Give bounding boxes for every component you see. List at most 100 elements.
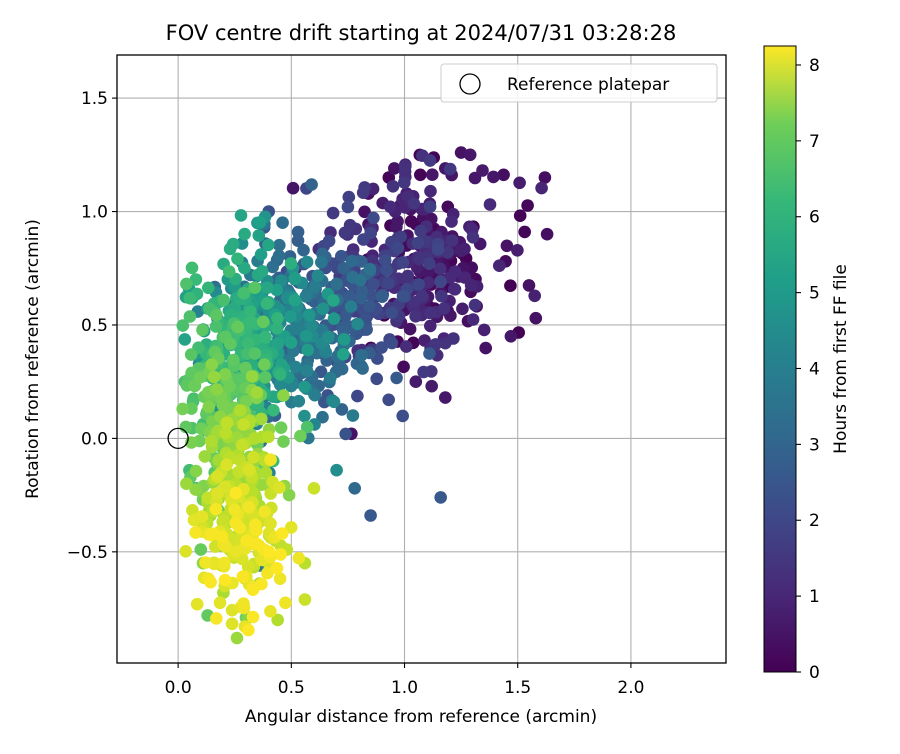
data-point — [518, 225, 531, 239]
data-point — [274, 421, 288, 435]
data-point — [183, 310, 197, 323]
data-point — [300, 420, 314, 434]
colorbar-tick-label: 7 — [809, 132, 820, 152]
x-tick-label: 1.5 — [504, 678, 531, 698]
data-point — [385, 306, 399, 320]
data-point — [216, 398, 230, 412]
x-tick-label: 0.0 — [165, 678, 192, 698]
y-tick-label: 0.0 — [81, 429, 108, 449]
data-point — [315, 255, 328, 269]
data-point — [302, 308, 316, 322]
data-point — [189, 526, 202, 539]
data-point — [337, 261, 350, 275]
data-point — [237, 286, 251, 300]
data-point — [273, 238, 286, 252]
data-point — [211, 487, 224, 501]
data-point — [335, 362, 349, 376]
data-point — [254, 248, 268, 261]
data-point — [202, 281, 215, 295]
data-point — [277, 389, 290, 402]
data-point — [242, 500, 256, 514]
data-point — [189, 464, 203, 478]
data-point — [276, 216, 289, 229]
data-point — [439, 336, 452, 350]
data-point — [424, 306, 437, 320]
data-point — [424, 184, 437, 198]
data-point — [311, 269, 325, 283]
data-point — [300, 364, 314, 378]
data-point — [415, 289, 429, 303]
legend-box — [440, 63, 718, 103]
data-point — [511, 244, 524, 257]
data-point — [291, 321, 305, 335]
data-point — [195, 510, 209, 523]
data-point — [270, 562, 284, 575]
data-point — [189, 483, 202, 496]
data-point — [252, 229, 266, 242]
data-point — [448, 265, 462, 278]
data-point — [205, 435, 218, 448]
data-point — [235, 438, 249, 452]
data-point — [343, 290, 356, 303]
data-point — [322, 234, 336, 248]
data-point — [245, 370, 259, 383]
data-point — [476, 164, 489, 177]
data-point — [338, 226, 352, 240]
plot-frame — [116, 54, 727, 664]
data-point — [288, 293, 302, 307]
data-point — [417, 365, 430, 379]
y-tick-label: 0.5 — [81, 316, 108, 336]
data-point — [316, 302, 330, 316]
data-point — [234, 209, 248, 222]
data-point — [458, 242, 471, 256]
data-point — [271, 312, 284, 325]
data-point — [445, 215, 458, 228]
data-point — [425, 379, 439, 393]
data-point — [422, 276, 435, 289]
data-point — [522, 279, 536, 292]
data-point — [433, 262, 447, 276]
data-point — [500, 239, 514, 253]
data-point — [335, 249, 348, 263]
data-point — [355, 255, 368, 268]
data-point — [400, 340, 413, 353]
colorbar: 0 1 2 3 4 5 6 7 8 Hours from first FF file — [763, 45, 851, 683]
data-point — [346, 409, 360, 422]
data-point — [260, 297, 274, 310]
data-point — [259, 330, 272, 344]
data-point — [176, 402, 189, 416]
data-point — [330, 463, 343, 477]
data-point — [291, 225, 305, 239]
data-point — [224, 337, 237, 351]
data-point — [229, 516, 242, 530]
scatter-points — [176, 146, 554, 645]
y-axis-ticks: −0.5 0.0 0.5 1.0 1.5 — [67, 89, 117, 563]
data-point — [529, 311, 543, 325]
data-point — [412, 278, 426, 291]
data-point — [288, 271, 302, 285]
data-point — [271, 613, 285, 627]
data-point — [466, 313, 480, 326]
data-point — [202, 400, 216, 414]
data-point — [297, 243, 310, 257]
data-point — [354, 273, 367, 287]
data-point — [272, 249, 286, 262]
data-point — [521, 199, 534, 212]
data-point — [237, 597, 250, 610]
data-point — [378, 254, 392, 267]
data-point — [423, 347, 436, 360]
data-point — [247, 451, 260, 464]
data-point — [222, 265, 236, 278]
data-point — [231, 252, 244, 266]
data-point — [445, 234, 459, 247]
data-point — [249, 518, 262, 532]
data-point — [233, 404, 247, 417]
chart-title: FOV centre drift starting at 2024/07/31 … — [166, 21, 677, 45]
data-point — [384, 200, 397, 214]
data-point — [365, 289, 378, 302]
data-point — [209, 503, 223, 516]
data-point — [382, 277, 395, 290]
reference-platepar-marker — [167, 427, 189, 450]
data-point — [218, 573, 232, 587]
